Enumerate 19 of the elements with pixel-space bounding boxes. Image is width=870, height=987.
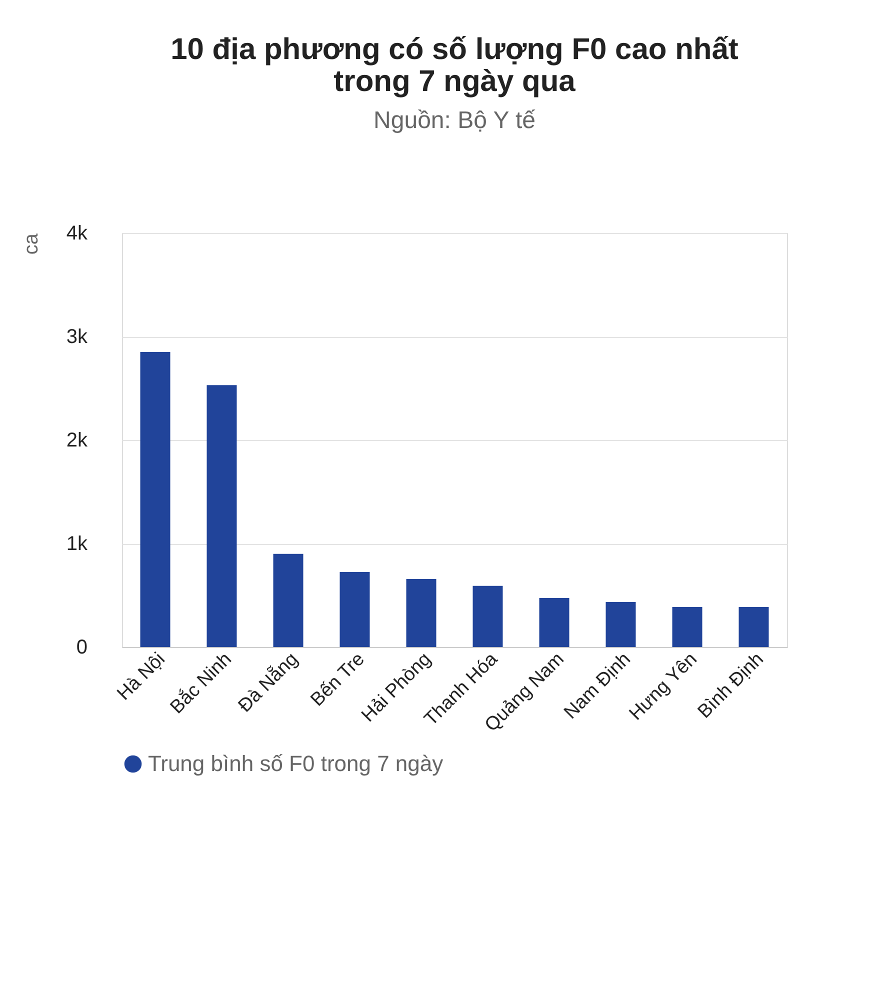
bar <box>539 598 570 647</box>
y-tick-label: 3k <box>66 326 88 348</box>
bar <box>273 554 304 647</box>
chart-subtitle: Nguồn: Bộ Y tế <box>374 107 536 134</box>
bar <box>606 602 636 647</box>
y-tick-label: 2k <box>66 430 88 452</box>
bar <box>738 607 769 647</box>
bar <box>140 352 170 647</box>
y-axis-title: ca <box>20 232 42 255</box>
bar <box>472 586 503 647</box>
y-tick-label: 1k <box>66 533 88 555</box>
chart-title: 10 địa phương có số lượng F0 cao nhất trong 7 ngày qua <box>170 33 738 98</box>
legend-label: Trung bình số F0 trong 7 ngày <box>148 751 444 776</box>
bar <box>672 607 702 647</box>
y-tick-label: 0 <box>76 636 88 658</box>
bar <box>406 579 436 647</box>
bar <box>340 572 370 647</box>
y-tick-label: 4k <box>66 222 88 244</box>
bar <box>206 385 237 647</box>
